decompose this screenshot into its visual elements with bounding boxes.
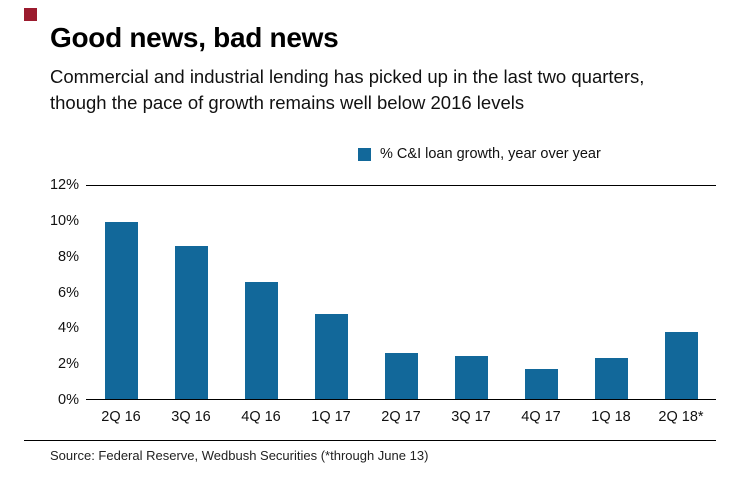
bar: [104, 221, 138, 399]
source-note: Source: Federal Reserve, Wedbush Securit…: [50, 448, 429, 463]
bars: [86, 186, 716, 399]
plot-area: [86, 185, 716, 400]
bar: [594, 358, 628, 399]
x-tick-label: 2Q 18*: [658, 409, 704, 425]
bar: [384, 352, 418, 399]
x-tick-label: 3Q 17: [451, 409, 491, 425]
bar: [454, 356, 488, 399]
bar-slot: [576, 186, 646, 399]
bar: [244, 281, 278, 399]
bar-slot: [646, 186, 716, 399]
legend-label: % C&I loan growth, year over year: [380, 146, 601, 162]
legend: % C&I loan growth, year over year: [358, 146, 601, 162]
bar-slot: [86, 186, 156, 399]
bar-slot: [296, 186, 366, 399]
bar: [314, 313, 348, 399]
y-tick-label: 2%: [58, 356, 79, 373]
x-tick-label: 1Q 18: [591, 409, 631, 425]
x-tick-label: 3Q 16: [171, 409, 211, 425]
x-tick-label: 4Q 16: [241, 409, 281, 425]
bar: [664, 331, 698, 399]
bar-slot: [506, 186, 576, 399]
chart-subtitle: Commercial and industrial lending has pi…: [50, 66, 645, 113]
y-tick-label: 10%: [49, 212, 79, 229]
bottom-rule: [24, 440, 716, 441]
y-tick-label: 0%: [58, 392, 79, 408]
y-tick-label: 8%: [58, 248, 79, 265]
bar-slot: [226, 186, 296, 399]
bar-slot: [436, 186, 506, 399]
y-axis-labels: 0% 2% 4% 6% 8% 10% 12%: [24, 177, 79, 408]
x-tick-label: 4Q 17: [521, 409, 561, 425]
x-tick-label: 2Q 16: [101, 409, 141, 425]
chart-title: Good news, bad news: [50, 22, 339, 53]
legend-swatch-icon: [358, 147, 371, 161]
x-axis-labels: 2Q 16 3Q 16 4Q 16 1Q 17 2Q 17 3Q 17 4Q 17 1Q 18…: [86, 409, 716, 425]
bar: [174, 246, 208, 399]
bar-slot: [156, 186, 226, 399]
x-tick-label: 2Q 17: [381, 409, 421, 425]
bar-slot: [366, 186, 436, 399]
brand-mark: [24, 8, 37, 21]
y-tick-label: 4%: [58, 320, 79, 337]
y-tick-label: 12%: [49, 177, 79, 193]
x-tick-label: 1Q 17: [311, 409, 351, 425]
bar: [524, 368, 558, 399]
bar-chart: 0% 2% 4% 6% 8% 10% 12% 2Q 16 3Q 16 4Q 16 1Q 17 2Q …: [24, 177, 716, 463]
y-tick-label: 6%: [58, 284, 79, 301]
